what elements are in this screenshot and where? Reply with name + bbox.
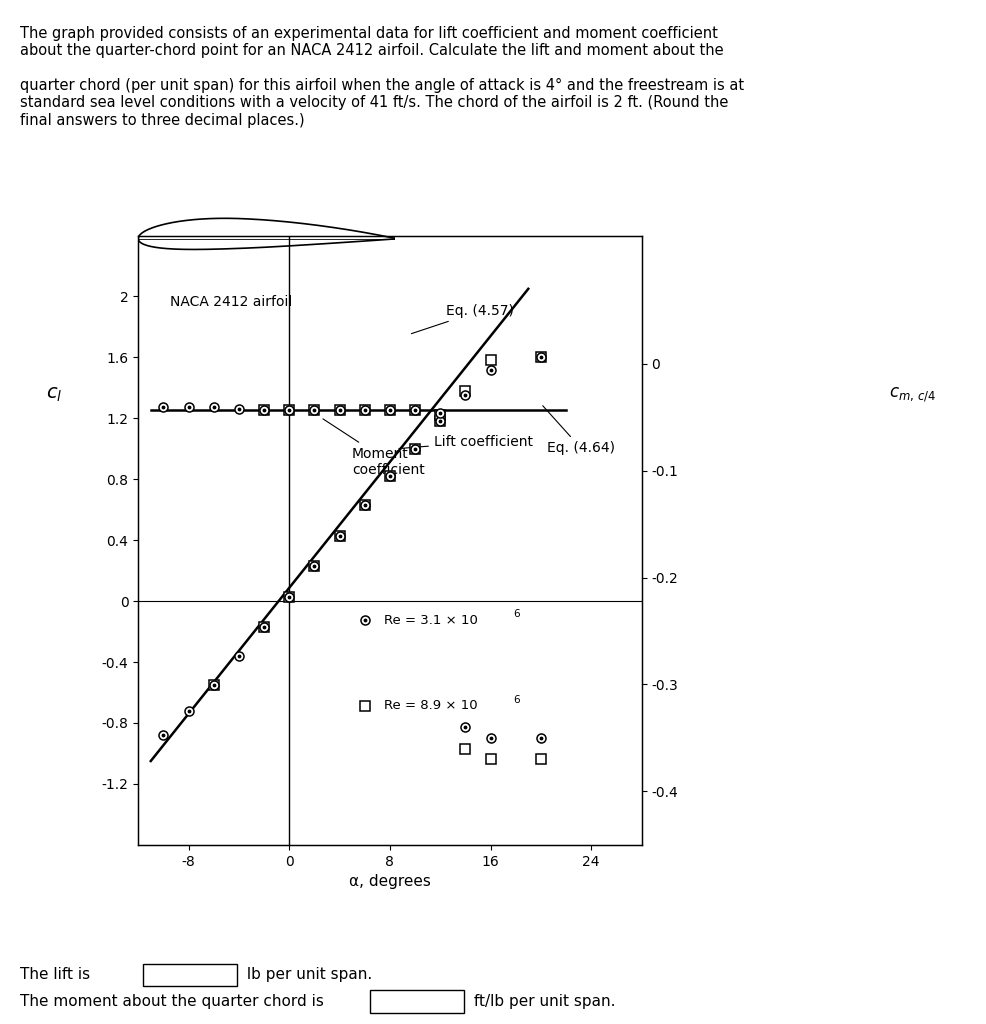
Text: Eq. (4.57): Eq. (4.57) [411,304,514,334]
Text: ft/lb per unit span.: ft/lb per unit span. [468,994,614,1009]
Text: Lift coefficient: Lift coefficient [398,435,532,449]
Text: Re = 3.1 × 10: Re = 3.1 × 10 [384,613,477,627]
Text: Re = 8.9 × 10: Re = 8.9 × 10 [384,699,476,713]
X-axis label: α, degrees: α, degrees [349,874,430,889]
Text: The moment about the quarter chord is: The moment about the quarter chord is [20,994,328,1009]
Text: The graph provided consists of an experimental data for lift coefficient and mom: The graph provided consists of an experi… [20,26,743,128]
Text: 6: 6 [513,609,520,620]
Text: $c_{m,\,c/4}$: $c_{m,\,c/4}$ [888,385,936,403]
Text: 6: 6 [513,694,520,705]
Text: lb per unit span.: lb per unit span. [242,968,372,982]
Text: Eq. (4.64): Eq. (4.64) [542,406,614,456]
Text: $c_l$: $c_l$ [46,385,62,403]
Text: NACA 2412 airfoil: NACA 2412 airfoil [170,295,292,308]
Text: Moment
coefficient: Moment coefficient [322,419,424,477]
Text: The lift is: The lift is [20,968,95,982]
